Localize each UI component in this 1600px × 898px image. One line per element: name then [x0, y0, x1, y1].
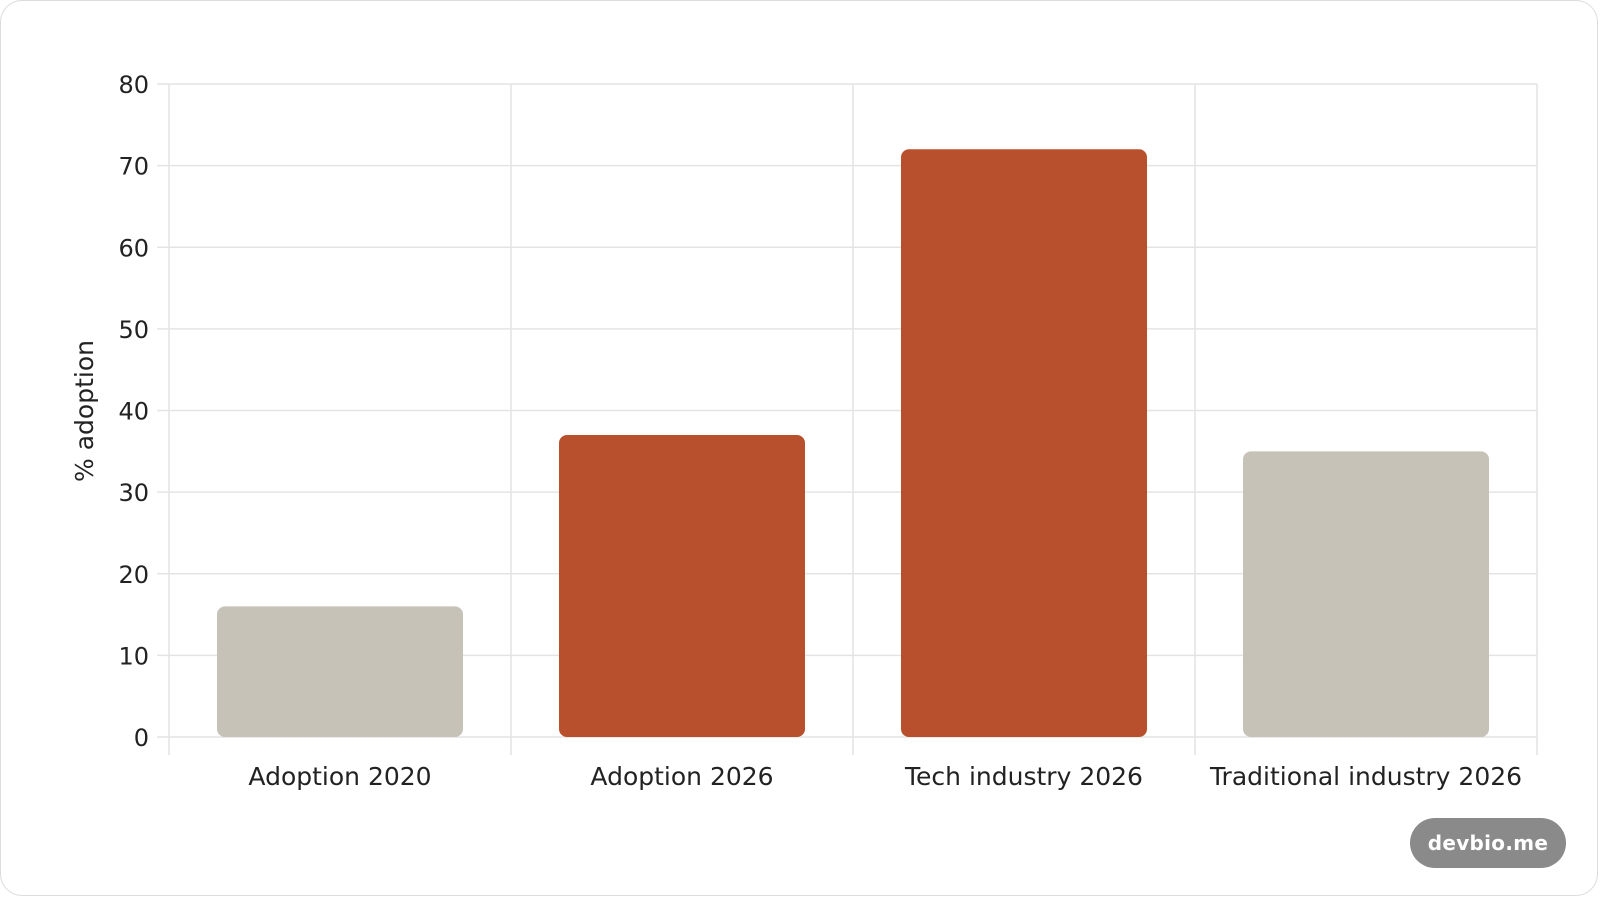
bar[interactable] — [1243, 451, 1489, 737]
y-tick-label: 80 — [118, 71, 149, 99]
bar[interactable] — [217, 606, 463, 737]
y-tick-label: 50 — [118, 316, 149, 344]
bar[interactable] — [559, 434, 805, 737]
watermark-badge[interactable]: devbio.me — [1410, 818, 1566, 868]
y-tick-label: 40 — [118, 398, 149, 426]
y-axis-label: % adoption — [70, 340, 99, 482]
y-tick-label: 70 — [118, 153, 149, 181]
x-tick-label: Adoption 2026 — [590, 762, 773, 791]
chart-bars — [217, 149, 1489, 738]
x-tick-label: Adoption 2020 — [248, 762, 431, 791]
x-tick-label: Traditional industry 2026 — [1209, 762, 1522, 791]
x-axis-ticks: Adoption 2020 Adoption 2026 Tech industry … — [248, 762, 1522, 791]
y-tick-label: 10 — [118, 642, 149, 670]
y-axis-ticks: 0 10 20 30 40 50 60 70 80 — [118, 71, 149, 752]
x-tick-label: Tech industry 2026 — [904, 762, 1143, 791]
bar[interactable] — [901, 149, 1147, 738]
y-tick-label: 0 — [134, 724, 149, 752]
y-tick-label: 20 — [118, 561, 149, 589]
watermark-text: devbio.me — [1427, 831, 1549, 855]
y-tick-label: 60 — [118, 234, 149, 262]
y-tick-label: 30 — [118, 479, 149, 507]
